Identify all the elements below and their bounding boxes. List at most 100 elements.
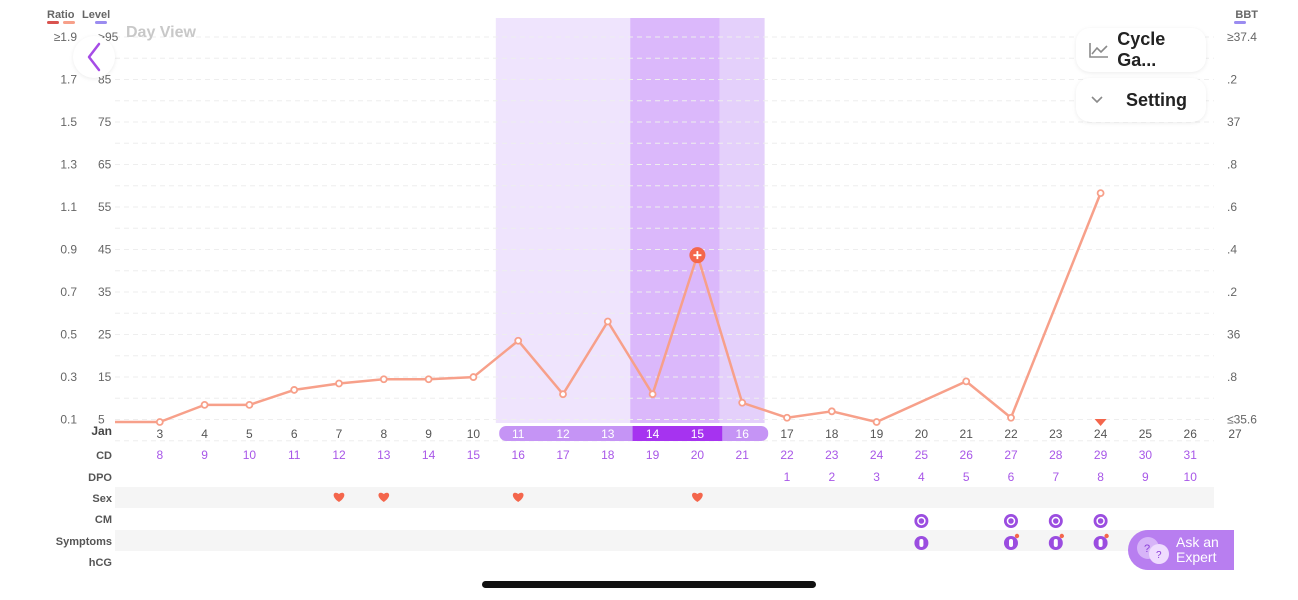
symptom-note-dot [1104,533,1109,539]
svg-text:?: ? [1156,550,1162,561]
data-point [783,413,791,422]
date-label: 11 [512,427,525,441]
data-point [559,390,567,399]
date-label: 26 [1184,427,1198,441]
dpo-value: 10 [1184,470,1198,484]
bbt-tick-label: ≥37.4 [1227,30,1257,44]
ovulation-date-pill [632,426,723,441]
data-point [514,336,523,345]
data-point [827,407,836,416]
fertile-band-late [719,18,765,423]
row-label: DPO [88,472,112,484]
ratio-tick-label: 0.5 [60,328,77,342]
sex-row-stripe [115,487,1214,508]
ratio-axis-title: Ratio [47,9,75,21]
date-label: 23 [1049,427,1063,441]
data-point [335,379,343,388]
date-label: 7 [336,427,343,441]
data-point [962,377,971,386]
symptoms-row-stripe [115,530,1214,551]
date-label: 6 [291,427,298,441]
data-point [1007,413,1015,422]
ratio-tick-label: 0.1 [60,413,77,427]
cd-value: 29 [1094,448,1108,462]
symptom-icon-glyph [1098,539,1103,547]
ask-expert-button[interactable]: ? ? Ask an Expert [1128,530,1234,570]
dpo-value: 2 [828,470,835,484]
level-legend-swatch [63,21,75,24]
row-label: CM [95,514,112,526]
date-label: 19 [870,427,884,441]
cd-value: 9 [201,448,208,462]
date-label: 8 [380,427,387,441]
fertile-band [495,18,631,423]
data-point [200,400,209,409]
cm-eggwhite-icon [1048,514,1063,528]
data-point [245,400,254,409]
date-label: 14 [646,427,660,441]
heart-icon [378,492,390,502]
data-point [1096,189,1105,198]
data-point [738,398,747,407]
cm-creamy-icon-inner [917,516,926,526]
cd-value: 27 [1004,448,1018,462]
dpo-value: 5 [963,470,970,484]
date-label: 5 [246,427,253,441]
cd-value: 24 [870,448,884,462]
level-axis-title: Level [82,9,110,21]
right-axis: BBT ≥37.4 .2 37 .8 .6 .4 .2 36 .8 ≤35.6 [1227,9,1258,427]
level-tick-label: 35 [98,285,112,299]
setting-button[interactable]: Setting [1076,78,1206,122]
cycle-graph-label: Cycle Ga... [1117,29,1166,70]
date-label: 13 [601,427,615,441]
cd-value: 26 [960,448,974,462]
ratio-tick-label: 0.7 [60,285,77,299]
date-label: 20 [915,427,929,441]
level-tick-label: 65 [98,158,112,172]
dpo-value: 3 [873,470,880,484]
date-label: 24 [1094,427,1108,441]
heart-icon [692,492,703,502]
cycle-graph-button[interactable]: Cycle Ga... [1076,28,1206,72]
date-label: 10 [467,427,481,441]
level-tick-label: 5 [98,413,105,427]
ratio-tick-label: 1.1 [60,200,77,214]
line-chart-icon [1089,43,1108,58]
cd-value: 28 [1049,448,1063,462]
level-tick-label: 25 [98,328,112,342]
bbt-tick-label: .2 [1227,285,1237,299]
heart-icon [333,492,345,502]
data-point [290,386,299,394]
row-stripes [115,487,1214,551]
dpo-value: 8 [1097,470,1104,484]
chevron-left-icon [87,42,101,72]
bbt-marker-icon [1094,419,1107,426]
breast-tenderness-icon-glyph [919,539,924,547]
bbt-tick-label: .2 [1227,73,1237,87]
date-label: 21 [960,427,974,441]
date-label: 27 [1228,427,1242,441]
dpo-value: 4 [918,470,925,484]
ovulation-band [630,18,720,423]
cd-value: 22 [780,448,794,462]
level-tick-label: 55 [98,200,112,214]
cd-value: 10 [243,448,257,462]
date-label: 22 [1004,427,1018,441]
cm-eggwhite-icon [1093,514,1108,528]
cm-eggwhite-icon-inner [1051,516,1061,526]
peak-plus-icon [693,251,702,260]
date-label: 9 [425,427,432,441]
cm-creamy-icon [914,514,929,528]
bbt-tick-label: 37 [1227,115,1241,129]
back-button[interactable] [73,36,115,78]
ratio-legend-swatch [47,21,59,24]
data-point [872,418,881,426]
dpo-value: 1 [784,470,791,484]
bbt-axis-title: BBT [1235,9,1258,21]
cd-value: 15 [467,448,481,462]
level-tick-label: 45 [98,243,112,257]
cd-value: 23 [825,448,839,462]
setting-label: Setting [1126,89,1187,110]
bbt-tick-label: .8 [1227,158,1237,172]
